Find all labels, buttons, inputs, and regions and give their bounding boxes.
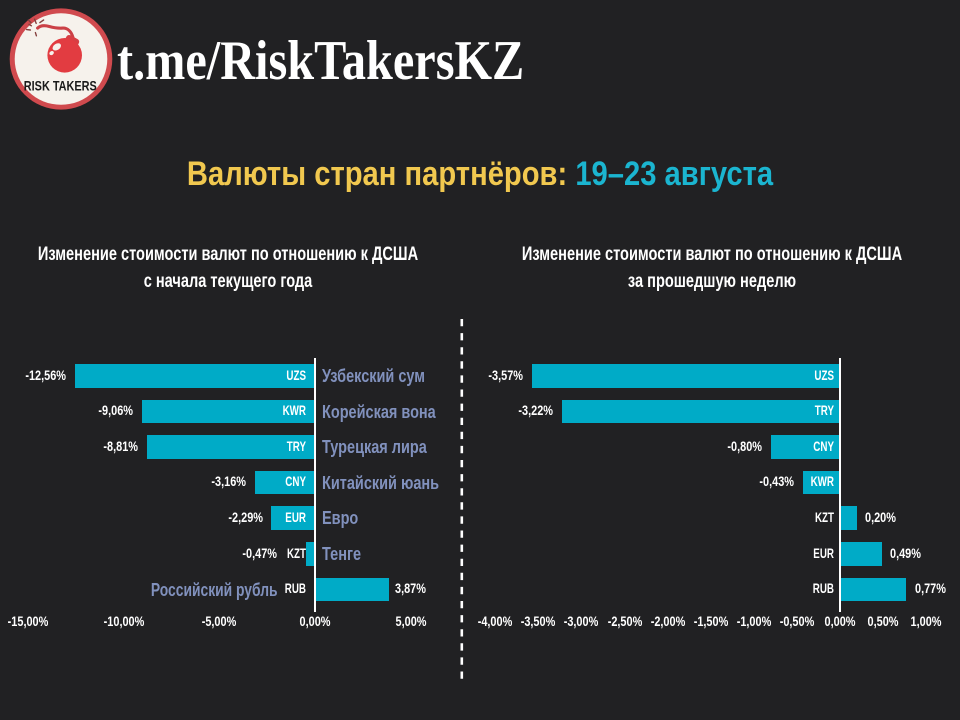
svg-text:RISK TAKERS: RISK TAKERS (24, 77, 97, 93)
